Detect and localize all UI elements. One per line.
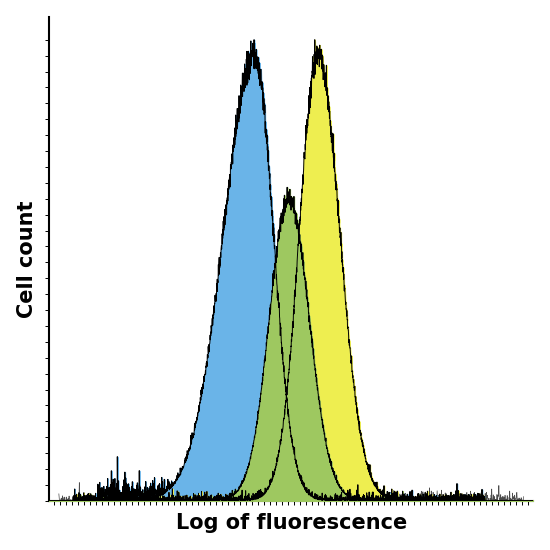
X-axis label: Log of fluorescence: Log of fluorescence (175, 513, 407, 533)
Y-axis label: Cell count: Cell count (16, 200, 37, 317)
